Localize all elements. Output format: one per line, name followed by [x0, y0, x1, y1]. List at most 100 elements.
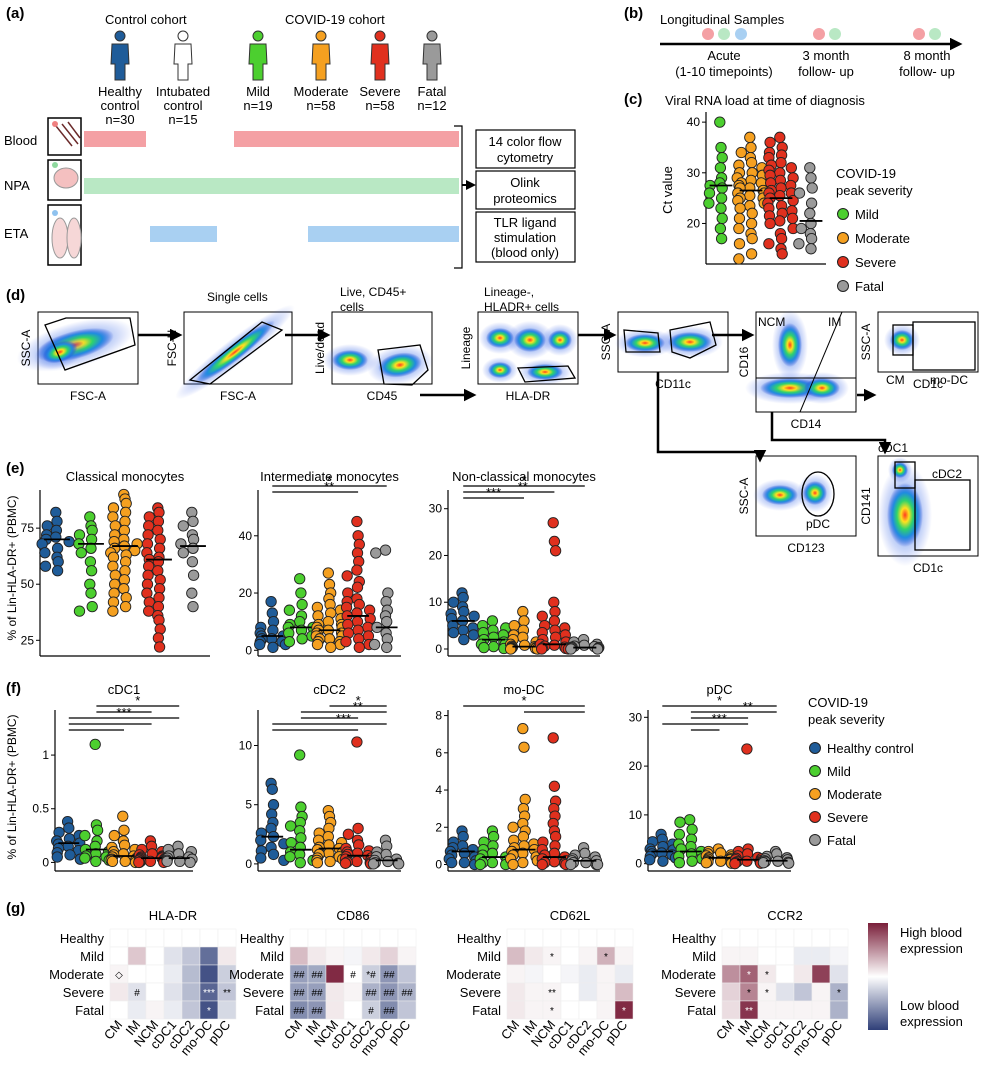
ytick-modc: 0 [435, 857, 442, 871]
heatmap-row-label: Healthy [60, 931, 105, 946]
heatmap-cell [524, 946, 544, 966]
point-pdc-1 [673, 857, 686, 869]
point-classical-3 [143, 605, 155, 617]
group-n-4: n=58 [365, 98, 394, 113]
point-cdc2-3 [342, 828, 355, 840]
heatmap-cell-label: ## [365, 988, 377, 999]
point-intermediate-3 [340, 636, 352, 648]
heatmap-cell-label: # [350, 970, 356, 981]
heatmap-row-label: Severe [460, 985, 501, 1000]
heatmap-cell [560, 1000, 580, 1020]
point-intermediate-3 [351, 581, 364, 593]
heatmap-title-2: CD62L [550, 908, 590, 923]
point-nonclassical-2 [504, 643, 517, 655]
point-viral_load-1 [746, 233, 758, 245]
point-modc-4 [579, 847, 591, 859]
heatmap-cell-label: ## [311, 1006, 323, 1017]
assay-tlr-line1: TLR ligand [494, 215, 557, 230]
group-label-2: Mild [246, 84, 270, 99]
point-intermediate-0 [265, 595, 277, 608]
point-viral_load-3 [805, 243, 817, 255]
heatmap-cell [181, 964, 201, 984]
point-cdc2-1 [294, 749, 306, 761]
heatmap-cell [757, 946, 777, 966]
heatmap-cell [145, 928, 165, 948]
point-cdc2-1 [295, 801, 307, 813]
point-intermediate-1 [294, 573, 306, 585]
heatmap-cell-label: ** [223, 988, 231, 999]
sig-label-intermediate: * [327, 473, 332, 488]
point-modc-4 [580, 856, 592, 869]
point-cdc1-2 [108, 829, 120, 842]
legend-high-1: High blood [900, 925, 962, 940]
point-cdc2-1 [284, 851, 296, 863]
heatmap-cell [793, 982, 813, 1002]
heatmap-cell [560, 982, 580, 1002]
point-modc-2 [517, 722, 529, 735]
point-cdc1-1 [79, 829, 91, 842]
point-viral_load-3 [806, 182, 818, 194]
point-intermediate-1 [295, 587, 307, 599]
heatmap-cell [578, 1000, 598, 1020]
heatmap-row-label: Moderate [49, 967, 104, 982]
blood-bar-covid [234, 131, 459, 147]
point-cdc1-3 [133, 856, 145, 869]
point-nonclassical-4 [591, 643, 604, 655]
point-cdc1-1 [89, 738, 101, 750]
point-cdc2-0 [266, 783, 278, 795]
point-cdc2-3 [352, 822, 364, 835]
legend-swatch [809, 765, 821, 777]
point-viral_load-0 [703, 197, 715, 209]
heatmap-row-label: Moderate [229, 967, 284, 982]
group-n-5: n=12 [417, 98, 446, 113]
point-viral_load-1 [744, 131, 756, 143]
person-icon-3 [311, 30, 331, 81]
point-intermediate-4 [368, 638, 381, 651]
point-modc-1 [487, 830, 500, 843]
heatmap-cell [181, 946, 201, 966]
chart-title-classical: Classical monocytes [66, 469, 185, 484]
heatmap-row-label: Moderate [446, 967, 501, 982]
heatmap-col-label: pDC [205, 1017, 233, 1047]
point-intermediate-2 [311, 638, 324, 651]
point-viral_load-3 [804, 162, 816, 174]
heatmap-cell [343, 982, 363, 1002]
heatmap-cell [181, 982, 201, 1002]
chart-title-modc: mo-DC [503, 682, 544, 697]
point-cdc1-2 [117, 810, 129, 822]
panel-e-ylabel: % of Lin-HLA-DR+ (PBMC) [5, 495, 19, 640]
point-pdc-1 [673, 828, 686, 841]
cohort-figures: Healthycontroln=30Intubatedcontroln=15Mi… [98, 30, 447, 127]
heatmap-cell [343, 946, 363, 966]
group-n-1: n=15 [168, 112, 197, 127]
heatmap-cell [811, 1000, 831, 1020]
point-nonclassical-0 [447, 626, 460, 639]
point-modc-2 [519, 793, 531, 805]
panel-letter-d: (d) [6, 287, 25, 304]
group-n-2: n=19 [243, 98, 272, 113]
legend-low-1: Low blood [900, 998, 959, 1013]
point-viral_load-2 [786, 212, 799, 225]
heatmap-row-label: Healthy [240, 931, 285, 946]
heatmap-cell [524, 1000, 544, 1020]
point-nonclassical-0 [467, 629, 480, 641]
point-pdc-0 [644, 854, 656, 866]
gate-title-live-2: cells [340, 300, 364, 314]
heatmap-cell [596, 1000, 616, 1020]
flow-plot-7: CD123 SSC-A [737, 455, 857, 555]
point-nonclassical-0 [457, 624, 469, 636]
heatmap-cell [145, 964, 165, 984]
point-cdc2-2 [311, 857, 324, 869]
chart-title-pdc: pDC [706, 682, 732, 697]
eta-bar-covid [308, 226, 459, 242]
point-viral_load-2 [775, 157, 787, 169]
heatmap-cell [127, 1000, 147, 1020]
heatmap-row-label: Fatal [75, 1003, 104, 1018]
point-nonclassical-3 [549, 545, 562, 557]
flow-xlabel-0: FSC-A [70, 389, 106, 403]
heatmap-cell [811, 964, 831, 984]
point-cdc2-0 [267, 799, 280, 811]
flow-plot-3: HLA-DR Lineage [459, 311, 579, 403]
sample-label-eta: ETA [4, 226, 29, 241]
